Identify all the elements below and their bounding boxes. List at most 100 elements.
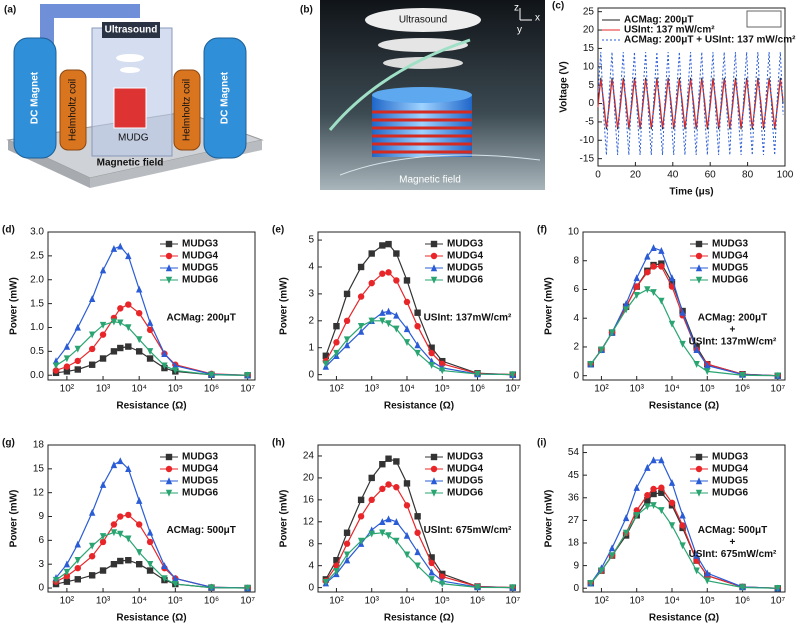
marker	[393, 458, 400, 465]
marker	[695, 264, 703, 272]
y-tick-label: 10	[583, 61, 595, 72]
marker	[439, 573, 446, 580]
marker	[379, 309, 386, 316]
illustration-b: (b) Ultrasound Magnetic field z x y	[300, 0, 545, 190]
marker	[633, 283, 640, 290]
x-axis-label: Resistance (Ω)	[649, 613, 719, 623]
panel-label: (h)	[272, 438, 285, 449]
marker	[644, 503, 651, 511]
label: Helmholtz coil	[68, 79, 79, 141]
marker	[430, 252, 438, 260]
marker	[430, 465, 438, 473]
marker	[117, 513, 124, 520]
marker	[393, 537, 400, 545]
y-tick-label: 0	[573, 370, 579, 381]
marker	[403, 325, 411, 333]
x-tick-label: 10⁷	[505, 596, 520, 607]
series-line	[55, 245, 248, 376]
marker	[343, 341, 351, 349]
marker	[644, 492, 651, 499]
legend-label: MUDG5	[182, 263, 219, 274]
marker	[428, 559, 435, 567]
legend-label: MUDG4	[447, 251, 484, 262]
marker	[439, 360, 446, 368]
annotation: USInt: 675mW/cm²	[424, 525, 512, 536]
y-tick-label: 1	[308, 342, 314, 353]
x-tick-label: 10⁵	[700, 596, 715, 607]
y-axis-label: Power (mW)	[544, 277, 555, 335]
y-tick-label: 3	[308, 289, 314, 300]
marker	[357, 322, 365, 330]
x-tick-label: 10³	[96, 596, 111, 607]
marker	[403, 480, 411, 487]
marker	[414, 513, 421, 520]
marker	[135, 336, 143, 344]
y-tick-label: 8	[573, 255, 579, 266]
wave	[116, 54, 144, 62]
marker	[430, 276, 438, 284]
marker	[368, 317, 375, 325]
marker	[146, 528, 154, 536]
cylinder	[372, 95, 472, 157]
marker	[393, 250, 400, 257]
marker	[343, 317, 351, 324]
marker	[644, 269, 651, 276]
annotation: ACMag: 200μT	[166, 312, 235, 323]
y-tick-label: -5	[585, 117, 594, 128]
annotation: ACMag: 500μT	[698, 525, 767, 536]
marker	[668, 499, 676, 506]
marker	[379, 518, 386, 525]
marker	[587, 360, 595, 368]
marker	[333, 349, 340, 357]
legend-label: MUDG4	[712, 251, 749, 262]
panel-label: (d)	[2, 225, 15, 236]
marker	[385, 307, 392, 315]
marker	[658, 456, 665, 464]
marker	[695, 489, 703, 497]
marker	[633, 507, 640, 514]
series-line	[55, 559, 248, 589]
y-tick-label: -15	[580, 153, 595, 164]
marker	[88, 345, 96, 353]
marker	[343, 336, 351, 344]
label: Helmholtz coil	[182, 79, 193, 141]
marker	[368, 250, 375, 257]
marker	[403, 531, 411, 539]
x-tick-label: 10³	[629, 384, 644, 395]
marker	[88, 542, 96, 550]
y-tick-label: 24	[303, 451, 315, 462]
plot-frame	[317, 231, 521, 381]
marker	[385, 269, 392, 276]
series-line	[597, 52, 784, 156]
y-tick-label: 9	[573, 560, 579, 571]
marker	[385, 240, 392, 248]
marker	[63, 363, 71, 370]
marker	[679, 542, 686, 550]
marker	[368, 530, 375, 538]
x-tick-label: 100	[777, 170, 794, 181]
marker	[650, 490, 657, 498]
marker	[244, 584, 251, 592]
marker	[63, 368, 71, 375]
marker	[695, 465, 703, 473]
marker	[117, 557, 124, 565]
marker	[704, 577, 711, 585]
marker	[774, 372, 782, 380]
x-axis-label: Resistance (Ω)	[116, 613, 186, 623]
y-tick-label: 5	[308, 235, 314, 246]
y-tick-label: 20	[303, 473, 315, 484]
marker	[658, 263, 665, 270]
marker	[357, 293, 365, 300]
marker	[165, 276, 173, 284]
y-tick-label: 0.0	[30, 370, 44, 381]
x-tick-label: 10²	[329, 384, 344, 395]
marker	[88, 331, 96, 339]
field-line	[339, 154, 541, 176]
marker	[117, 305, 124, 312]
series-line	[325, 458, 513, 589]
marker	[644, 252, 651, 260]
marker	[393, 484, 400, 491]
marker	[161, 562, 168, 569]
marker	[125, 511, 132, 519]
y-axis-label: Power (mW)	[544, 490, 555, 548]
